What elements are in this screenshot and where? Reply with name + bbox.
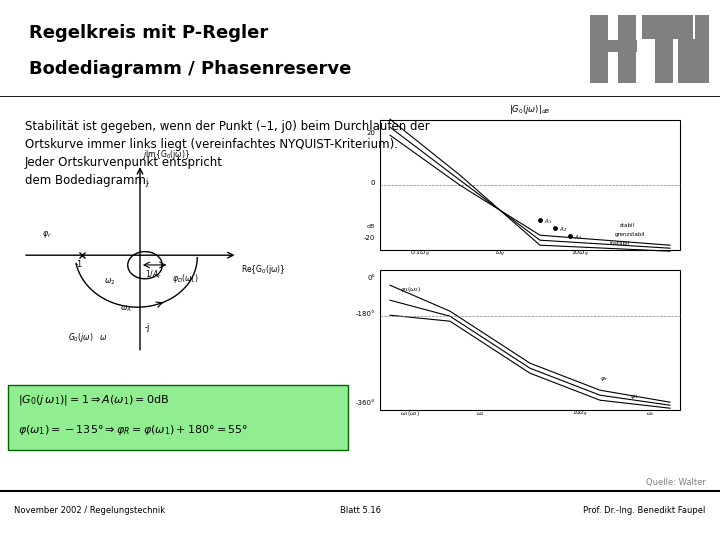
Bar — [380, 270, 680, 410]
Text: j: j — [145, 178, 148, 187]
Text: $A_2$: $A_2$ — [559, 225, 567, 234]
Text: $\omega_A$: $\omega_A$ — [120, 303, 132, 314]
Bar — [590, 40, 637, 51]
Text: -1: -1 — [74, 260, 82, 269]
Text: -180°: -180° — [356, 311, 375, 317]
Text: grenzstabil: grenzstabil — [615, 232, 645, 237]
Text: Regelkreis mit P-Regler: Regelkreis mit P-Regler — [29, 24, 268, 42]
Text: 20: 20 — [366, 130, 375, 136]
Text: $\omega_2$: $\omega_2$ — [476, 410, 485, 418]
Text: $\varphi_D(\omega_1)$: $\varphi_D(\omega_1)$ — [173, 272, 199, 285]
Text: Bodediagramm / Phasenreserve: Bodediagramm / Phasenreserve — [29, 60, 351, 78]
Text: $\varphi(\omega_1) = -135° \Rightarrow \varphi_R = \varphi(\omega_1) + 180° = 55: $\varphi(\omega_1) = -135° \Rightarrow \… — [18, 423, 248, 437]
Text: stabil: stabil — [620, 223, 635, 228]
Text: $|G_0(j\,\omega_1)| = 1 \Rightarrow A(\omega_1) = 0\mathrm{dB}$: $|G_0(j\,\omega_1)| = 1 \Rightarrow A(\o… — [18, 393, 169, 407]
Text: Quelle: Walter: Quelle: Walter — [646, 478, 706, 488]
Bar — [687, 39, 698, 83]
Text: 0: 0 — [371, 180, 375, 186]
Bar — [618, 15, 636, 83]
Text: $0.1\omega_g$: $0.1\omega_g$ — [410, 249, 430, 259]
Bar — [678, 15, 693, 83]
Text: $\varphi_r$: $\varphi_r$ — [600, 375, 608, 383]
Text: November 2002 / Regelungstechnik: November 2002 / Regelungstechnik — [14, 507, 166, 515]
Text: $\varphi_1(\omega_2)$: $\varphi_1(\omega_2)$ — [400, 285, 421, 294]
Text: instabil: instabil — [610, 241, 630, 246]
Text: $\varphi_r$: $\varphi_r$ — [42, 229, 52, 240]
Bar — [380, 120, 680, 250]
Text: $10\omega_g$: $10\omega_g$ — [571, 249, 589, 259]
Text: $\mathrm{Re\{G_0(j\omega)\}}$: $\mathrm{Re\{G_0(j\omega)\}}$ — [240, 263, 286, 276]
Text: $\varphi_1$: $\varphi_1$ — [630, 393, 639, 401]
Text: -20: -20 — [364, 235, 375, 241]
Text: $\omega_2$: $\omega_2$ — [104, 276, 115, 287]
Text: -j: -j — [145, 323, 150, 332]
Bar — [642, 15, 689, 39]
Bar — [655, 15, 673, 83]
Bar — [8, 385, 348, 450]
Text: dB: dB — [366, 224, 375, 229]
Text: Prof. Dr.-Ing. Benedikt Faupel: Prof. Dr.-Ing. Benedikt Faupel — [583, 507, 706, 515]
Text: $10\omega_g$: $10\omega_g$ — [572, 409, 588, 419]
Text: $\omega_s$: $\omega_s$ — [646, 410, 654, 418]
Text: 0°: 0° — [367, 275, 375, 281]
Text: Stabilität ist gegeben, wenn der Punkt (–1, j0) beim Durchlaufen der
Ortskurve i: Stabilität ist gegeben, wenn der Punkt (… — [25, 120, 430, 187]
Text: $\omega_1(\omega_2)$: $\omega_1(\omega_2)$ — [400, 409, 420, 418]
Text: $1/A_r$: $1/A_r$ — [145, 269, 162, 281]
Text: Blatt 5.16: Blatt 5.16 — [340, 507, 380, 515]
Bar — [590, 15, 608, 83]
Bar — [695, 15, 709, 83]
Text: $j\mathrm{Im\{G_0(j\omega)\}}$: $j\mathrm{Im\{G_0(j\omega)\}}$ — [143, 148, 190, 161]
Text: $\omega_g$: $\omega_g$ — [495, 250, 505, 259]
Text: $A_1$: $A_1$ — [544, 217, 552, 226]
Text: $|G_0(j\omega)|_{dB}$: $|G_0(j\omega)|_{dB}$ — [509, 103, 551, 116]
Text: -360°: -360° — [356, 400, 375, 406]
Text: $A_3$: $A_3$ — [574, 233, 582, 242]
Text: $G_0(j\omega)$   $\omega$: $G_0(j\omega)$ $\omega$ — [68, 330, 108, 343]
